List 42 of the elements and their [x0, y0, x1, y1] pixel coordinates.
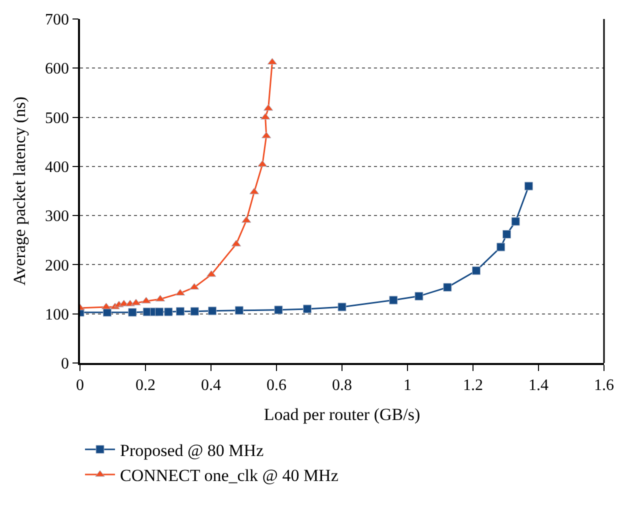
point [274, 306, 283, 314]
point [338, 302, 346, 312]
point [472, 266, 481, 275]
point [496, 242, 506, 252]
point [128, 308, 137, 317]
point [242, 216, 252, 223]
y-tick-label: 300 [45, 208, 70, 226]
legend-label: Proposed @ 80 MHz [120, 440, 264, 460]
y-tick-label: 700 [45, 12, 70, 29]
point [502, 230, 511, 238]
y-tick-label: 500 [45, 110, 70, 127]
point [389, 296, 398, 304]
point [164, 308, 173, 316]
x-tick-label: 0.4 [201, 376, 221, 394]
point [131, 298, 141, 306]
x-tick-label: 1.4 [528, 376, 548, 394]
point [258, 160, 268, 167]
y-axis-title: Average packet latency (ns) [10, 96, 30, 286]
point [155, 308, 164, 316]
point [234, 306, 244, 315]
point [524, 182, 533, 190]
x-tick-label: 1.6 [594, 376, 614, 394]
x-tick-label: 0.8 [332, 376, 352, 394]
point [511, 217, 520, 226]
point [208, 306, 217, 316]
x-tick-label: 1.2 [463, 376, 483, 394]
point [303, 304, 312, 314]
y-tick-label: 200 [45, 257, 70, 274]
point [176, 307, 184, 316]
y-tick-label: 0 [61, 356, 70, 373]
x-tick-label: 0 [76, 376, 84, 394]
y-tick-label: 100 [45, 306, 70, 324]
x-axis-title: Load per router (GB/s) [264, 404, 420, 424]
legend-label: CONNECT one_clk @ 40 MHz [120, 466, 339, 486]
x-tick-label: 0.6 [266, 376, 286, 394]
y-tick-label: 600 [45, 60, 70, 78]
point [443, 283, 452, 292]
x-tick-label: 1 [404, 376, 412, 394]
point [414, 292, 424, 300]
x-tick-label: 0.2 [136, 376, 156, 394]
point [190, 307, 199, 316]
y-tick-label: 400 [45, 159, 70, 176]
